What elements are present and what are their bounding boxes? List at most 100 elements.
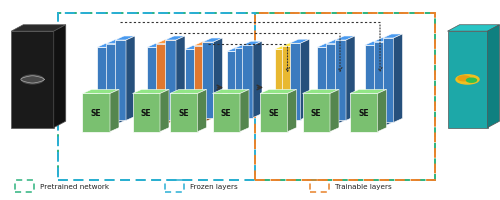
Polygon shape	[364, 42, 384, 46]
Polygon shape	[350, 90, 387, 94]
Circle shape	[22, 76, 44, 84]
FancyBboxPatch shape	[106, 44, 117, 124]
Polygon shape	[246, 45, 254, 121]
Polygon shape	[488, 26, 500, 128]
Polygon shape	[212, 90, 249, 94]
Polygon shape	[346, 37, 355, 121]
Polygon shape	[448, 26, 500, 32]
Polygon shape	[156, 40, 176, 44]
Polygon shape	[337, 40, 346, 124]
Text: SE: SE	[91, 109, 102, 117]
Polygon shape	[214, 39, 222, 119]
Polygon shape	[202, 39, 222, 43]
FancyBboxPatch shape	[364, 46, 376, 130]
Polygon shape	[196, 46, 204, 126]
Polygon shape	[82, 90, 119, 94]
Polygon shape	[115, 37, 135, 41]
Polygon shape	[97, 44, 117, 48]
FancyBboxPatch shape	[290, 44, 300, 120]
FancyBboxPatch shape	[317, 48, 328, 128]
Polygon shape	[126, 37, 135, 121]
FancyBboxPatch shape	[132, 94, 160, 132]
Polygon shape	[282, 43, 302, 47]
Polygon shape	[110, 90, 119, 132]
Polygon shape	[184, 46, 204, 50]
FancyBboxPatch shape	[147, 48, 158, 128]
FancyBboxPatch shape	[212, 94, 240, 132]
Polygon shape	[158, 44, 167, 128]
Polygon shape	[165, 37, 185, 41]
Polygon shape	[374, 38, 394, 42]
Polygon shape	[382, 35, 402, 39]
FancyBboxPatch shape	[165, 41, 176, 121]
Polygon shape	[198, 90, 206, 132]
Polygon shape	[147, 44, 167, 48]
Text: Pretrained network: Pretrained network	[40, 183, 109, 189]
Text: SE: SE	[358, 109, 369, 117]
FancyBboxPatch shape	[326, 44, 337, 124]
Circle shape	[456, 75, 479, 85]
Polygon shape	[326, 40, 346, 44]
Polygon shape	[240, 90, 249, 132]
FancyBboxPatch shape	[448, 32, 488, 128]
Text: Trainable layers: Trainable layers	[335, 183, 392, 189]
Polygon shape	[108, 44, 117, 128]
Polygon shape	[286, 46, 294, 126]
Circle shape	[466, 79, 476, 83]
FancyBboxPatch shape	[11, 32, 54, 128]
Text: SE: SE	[141, 109, 152, 117]
FancyBboxPatch shape	[97, 48, 108, 128]
Polygon shape	[238, 48, 247, 124]
Polygon shape	[11, 26, 66, 32]
Polygon shape	[376, 42, 384, 130]
FancyBboxPatch shape	[274, 50, 285, 126]
Polygon shape	[253, 42, 262, 118]
Circle shape	[458, 77, 470, 81]
FancyBboxPatch shape	[242, 46, 253, 118]
Polygon shape	[300, 40, 310, 120]
FancyBboxPatch shape	[184, 50, 196, 126]
FancyBboxPatch shape	[194, 46, 204, 122]
FancyBboxPatch shape	[302, 94, 330, 132]
Text: SE: SE	[311, 109, 322, 117]
Polygon shape	[330, 90, 339, 132]
Polygon shape	[335, 37, 355, 41]
Polygon shape	[160, 90, 169, 132]
Polygon shape	[106, 40, 126, 44]
Polygon shape	[293, 43, 302, 123]
Polygon shape	[227, 48, 247, 52]
FancyBboxPatch shape	[234, 49, 246, 121]
FancyBboxPatch shape	[202, 43, 213, 119]
Polygon shape	[317, 44, 337, 48]
FancyBboxPatch shape	[335, 41, 346, 121]
FancyBboxPatch shape	[82, 94, 110, 132]
Polygon shape	[54, 26, 66, 128]
Text: SE: SE	[268, 109, 279, 117]
Polygon shape	[194, 42, 214, 46]
FancyBboxPatch shape	[170, 94, 198, 132]
Polygon shape	[132, 90, 169, 94]
Polygon shape	[260, 90, 296, 94]
Polygon shape	[290, 40, 310, 44]
Polygon shape	[288, 90, 296, 132]
Polygon shape	[302, 90, 339, 94]
Polygon shape	[274, 46, 294, 50]
Polygon shape	[328, 44, 337, 128]
Polygon shape	[117, 40, 126, 124]
Polygon shape	[204, 42, 214, 122]
Text: Frozen layers: Frozen layers	[190, 183, 238, 189]
Polygon shape	[170, 90, 206, 94]
Polygon shape	[384, 38, 394, 126]
FancyBboxPatch shape	[374, 42, 384, 126]
Polygon shape	[176, 37, 185, 121]
Polygon shape	[242, 42, 262, 46]
FancyBboxPatch shape	[227, 52, 238, 124]
Text: SE: SE	[178, 109, 189, 117]
Polygon shape	[234, 45, 255, 49]
Polygon shape	[167, 40, 176, 124]
Polygon shape	[394, 35, 402, 123]
FancyBboxPatch shape	[260, 94, 287, 132]
FancyBboxPatch shape	[382, 39, 394, 123]
FancyBboxPatch shape	[350, 94, 378, 132]
Text: SE: SE	[221, 109, 232, 117]
